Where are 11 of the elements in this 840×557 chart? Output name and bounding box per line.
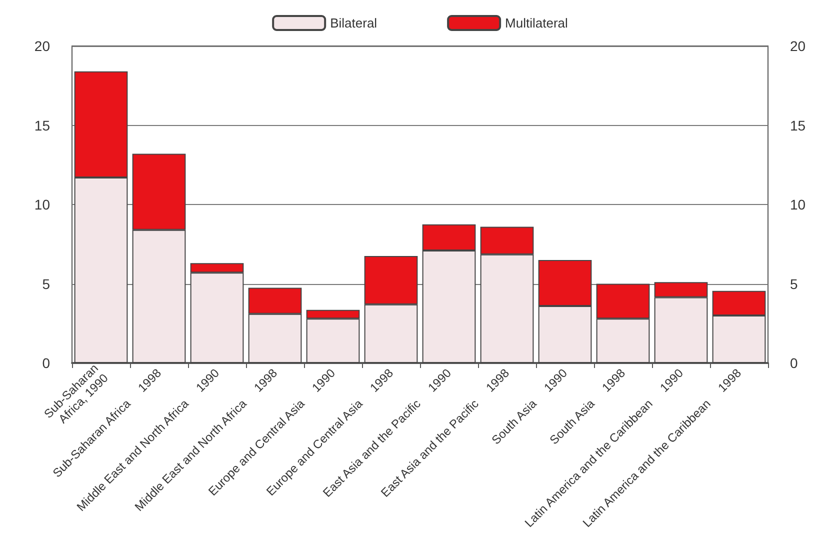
- y2-tick-label: 20: [790, 38, 806, 54]
- legend-label: Multilateral: [505, 16, 568, 30]
- y2-tick-label: 0: [790, 355, 798, 371]
- y-tick-label: 5: [42, 276, 50, 292]
- y-tick-label: 10: [34, 196, 50, 212]
- y2-tick-label: 5: [790, 276, 798, 292]
- y2-tick-label: 15: [790, 117, 806, 134]
- y-tick-label: 20: [34, 38, 50, 54]
- y-tick-label: 15: [34, 117, 50, 134]
- legend-label: Bilateral: [330, 16, 378, 30]
- y2-tick-label: 10: [790, 196, 806, 212]
